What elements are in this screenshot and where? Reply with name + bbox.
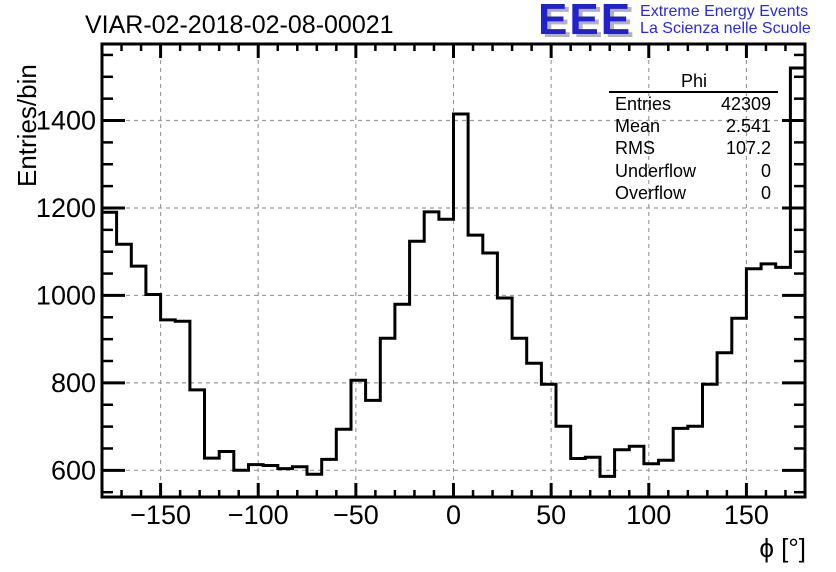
eee-logo-caption: Extreme Energy Events La Scienza nelle S… — [640, 1, 811, 37]
histogram-step-path — [102, 66, 805, 478]
x-tick-label: −100 — [228, 500, 289, 530]
stats-value-overflow: 0 — [761, 183, 771, 203]
y-tick-label: 1000 — [36, 280, 96, 310]
axis-tick-labels: −150 −100 −50 0 50 100 150 600 800 1000 1200 1400 — [36, 106, 769, 530]
stats-value-rms: 107.2 — [726, 138, 771, 158]
stats-value-entries: 42309 — [721, 94, 771, 114]
y-axis-title: Entries/bin — [12, 64, 42, 187]
stats-label-mean: Mean — [615, 116, 660, 136]
eee-logo: EEE Extreme Energy Events La Scienza nel… — [538, 0, 811, 44]
x-tick-label: 0 — [446, 500, 461, 530]
stats-title: Phi — [681, 71, 707, 91]
x-tick-label: 100 — [626, 500, 671, 530]
eee-logo-acronym: EEE — [538, 0, 633, 44]
axis-ticks — [102, 44, 805, 497]
x-tick-label: −50 — [333, 500, 379, 530]
stats-value-underflow: 0 — [761, 161, 771, 181]
stats-label-rms: RMS — [615, 138, 655, 158]
y-tick-label: 600 — [51, 455, 96, 485]
stats-label-entries: Entries — [615, 94, 671, 114]
gridlines — [102, 44, 805, 497]
stats-value-mean: 2.541 — [726, 116, 771, 136]
stats-label-overflow: Overflow — [615, 183, 687, 203]
eee-logo-line2: La Scienza nelle Scuole — [640, 20, 811, 37]
plot-frame — [100, 42, 807, 499]
stats-label-underflow: Underflow — [615, 161, 697, 181]
stats-box: Phi Entries 42309 Mean 2.541 RMS 107.2 U… — [609, 71, 778, 203]
y-tick-label: 1200 — [36, 193, 96, 223]
x-axis-title: ϕ [°] — [759, 533, 806, 563]
histogram-line — [102, 66, 805, 478]
x-tick-label: 150 — [724, 500, 769, 530]
y-tick-label: 800 — [51, 368, 96, 398]
plot-title: VIAR-02-2018-02-08-00021 — [85, 11, 394, 39]
eee-logo-line1: Extreme Energy Events — [640, 3, 809, 20]
x-tick-label: −150 — [130, 500, 191, 530]
x-tick-label: 50 — [536, 500, 566, 530]
y-tick-label: 1400 — [36, 106, 96, 136]
